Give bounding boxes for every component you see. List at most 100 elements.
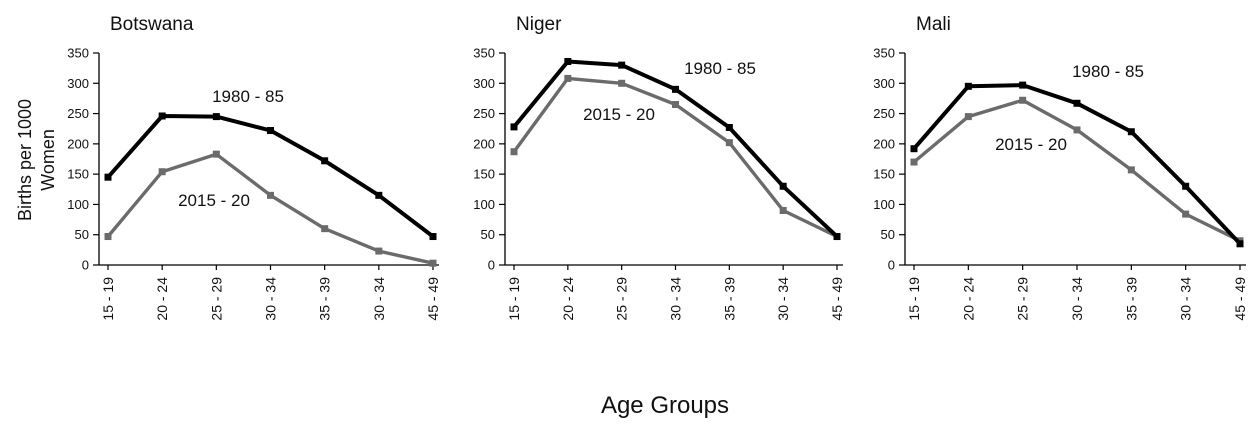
data-point-2015-20	[672, 100, 679, 108]
data-point-2015-20	[158, 168, 166, 176]
y-tick-label: 0	[888, 258, 895, 273]
y-tick-label: 350	[67, 46, 89, 61]
series-label-2015-20: 2015 - 20	[583, 105, 655, 124]
data-point-2015-20	[104, 233, 112, 241]
x-tick-label: 30 - 34	[263, 277, 279, 321]
x-tick-label: 30 - 34	[371, 277, 387, 321]
y-tick-label: 0	[82, 258, 89, 273]
chart-panel-niger: Niger 0 50 100 150 200 250 300 350 15 - 19 20 - 24…	[473, 14, 845, 321]
panel-title: Botswana	[110, 14, 194, 35]
y-tick-label: 150	[473, 167, 495, 182]
data-point-2015-20	[1182, 210, 1190, 218]
x-tick-label: 25 - 29	[208, 277, 224, 321]
data-point-2015-20	[321, 225, 329, 233]
series-line-2015-20	[106, 152, 434, 265]
y-tick-label: 350	[873, 46, 895, 61]
data-point-2015-20	[429, 259, 437, 267]
data-point-2015-20	[964, 113, 972, 121]
x-tick-label: 30 - 34	[668, 277, 684, 321]
data-point-1980-85	[510, 123, 518, 131]
data-point-2015-20	[375, 247, 383, 255]
data-point-1980-85	[964, 82, 972, 90]
x-axis-label: Age Groups	[601, 392, 729, 419]
data-point-2015-20	[725, 139, 733, 147]
data-point-2015-20	[910, 158, 918, 166]
series-line-1980-85	[912, 83, 1242, 246]
x-tick-label: 25 - 29	[614, 277, 630, 321]
y-tick-label: 100	[873, 197, 895, 212]
chart-panel-mali: Mali 0 50 100 150 200 250 300 350 15 - 19 20 - 24 2…	[873, 14, 1248, 321]
x-tick-label: 35 - 39	[1123, 277, 1139, 321]
series-label-2015-20: 2015 - 20	[178, 191, 250, 210]
y-tick-label: 250	[873, 106, 895, 121]
data-point-1980-85	[1236, 240, 1244, 248]
data-point-2015-20	[267, 191, 274, 199]
y-tick-label: 50	[481, 227, 495, 242]
y-tick-label: 300	[473, 76, 495, 91]
y-tick-label: 100	[473, 197, 495, 212]
data-point-1980-85	[321, 157, 329, 165]
series-label-2015-20: 2015 - 20	[995, 135, 1067, 154]
data-point-1980-85	[212, 113, 220, 121]
y-tick-label: 50	[881, 227, 895, 242]
chart-panel-botswana: Botswana 0 50 100 150 200 250 300 350 15 - 19 20 -…	[67, 14, 441, 321]
series-line-2015-20	[912, 98, 1241, 243]
data-point-2015-20	[1127, 166, 1135, 174]
y-tick-label: 300	[873, 76, 895, 91]
y-axis-label-line2: Women	[38, 129, 58, 191]
data-point-1980-85	[910, 145, 918, 153]
data-point-1980-85	[779, 182, 787, 190]
data-point-1980-85	[833, 233, 841, 241]
data-point-1980-85	[1182, 182, 1190, 190]
panel-title: Mali	[916, 14, 951, 35]
y-tick-label: 150	[67, 167, 89, 182]
y-tick-label: 300	[67, 76, 89, 91]
data-point-2015-20	[510, 148, 518, 156]
y-axis-label-line1: Births per 1000	[15, 99, 35, 221]
data-point-1980-85	[429, 233, 437, 241]
y-tick-label: 250	[67, 106, 89, 121]
x-tick-label: 45 - 49	[1232, 277, 1248, 321]
data-point-1980-85	[104, 173, 112, 181]
x-tick-label: 30 - 34	[1178, 277, 1194, 321]
x-tick-label: 45 - 49	[829, 277, 845, 321]
x-tick-label: 20 - 24	[154, 277, 170, 321]
data-point-1980-85	[1019, 81, 1027, 89]
x-tick-label: 35 - 39	[317, 277, 333, 321]
y-tick-label: 0	[488, 258, 495, 273]
panel-title: Niger	[516, 14, 562, 35]
x-tick-label: 35 - 39	[721, 277, 737, 321]
y-tick-label: 150	[873, 167, 895, 182]
data-point-1980-85	[1127, 128, 1135, 136]
data-point-2015-20	[212, 150, 220, 158]
data-point-1980-85	[564, 57, 572, 65]
series-label-1980-85: 1980 - 85	[212, 87, 284, 106]
x-tick-label: 30 - 34	[1069, 277, 1085, 321]
x-tick-label: 25 - 29	[1015, 277, 1031, 321]
data-point-2015-20	[618, 79, 626, 87]
x-tick-label: 15 - 19	[506, 277, 522, 321]
chart-panels: Botswana 0 50 100 150 200 250 300 350 15 - 19 20 -…	[67, 14, 1248, 321]
data-point-1980-85	[672, 85, 679, 93]
data-point-1980-85	[267, 127, 274, 135]
y-tick-label: 200	[67, 136, 89, 151]
x-tick-label: 20 - 24	[960, 277, 976, 321]
data-point-1980-85	[618, 61, 626, 69]
x-tick-label: 20 - 24	[560, 277, 576, 321]
y-tick-label: 250	[473, 106, 495, 121]
data-point-1980-85	[725, 124, 733, 132]
data-point-2015-20	[1073, 126, 1081, 134]
y-tick-label: 200	[873, 136, 895, 151]
data-point-2015-20	[779, 206, 787, 214]
data-point-1980-85	[1073, 99, 1081, 107]
data-point-1980-85	[158, 112, 166, 120]
data-point-2015-20	[1019, 96, 1027, 104]
x-tick-label: 15 - 19	[906, 277, 922, 321]
y-tick-label: 200	[473, 136, 495, 151]
x-tick-label: 15 - 19	[100, 277, 116, 321]
x-tick-label: 45 - 49	[425, 277, 441, 321]
data-point-2015-20	[564, 74, 572, 82]
series-label-1980-85: 1980 - 85	[684, 59, 756, 78]
